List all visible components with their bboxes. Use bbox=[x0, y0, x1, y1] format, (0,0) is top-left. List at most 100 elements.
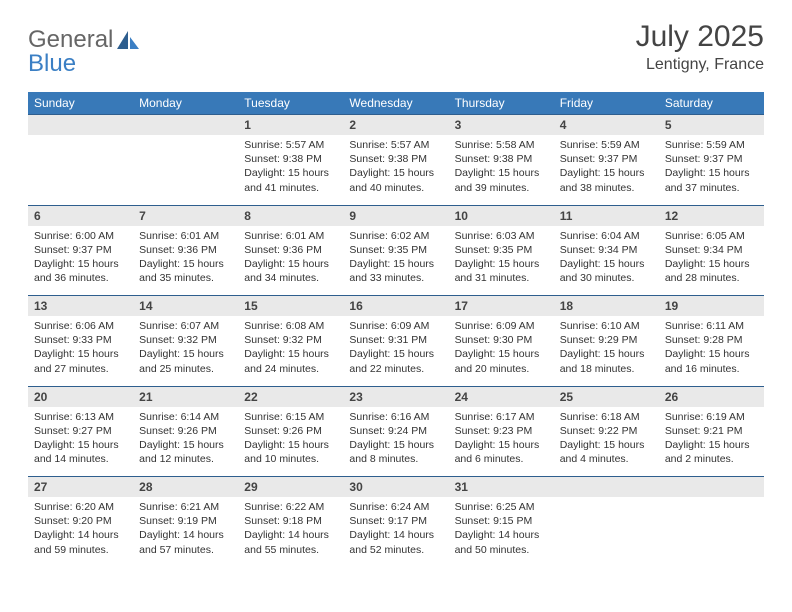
calendar-daynum-cell bbox=[554, 477, 659, 498]
day-number: 16 bbox=[343, 296, 448, 316]
day-number: 28 bbox=[133, 477, 238, 497]
calendar-daynum-cell: 6 bbox=[28, 205, 133, 226]
sunrise-text: Sunrise: 6:03 AM bbox=[455, 229, 548, 243]
calendar-week-body: Sunrise: 6:13 AMSunset: 9:27 PMDaylight:… bbox=[28, 407, 764, 477]
daylight-text: Daylight: 14 hours and 55 minutes. bbox=[244, 528, 337, 556]
day-body bbox=[133, 135, 238, 144]
day-body: Sunrise: 6:06 AMSunset: 9:33 PMDaylight:… bbox=[28, 316, 133, 382]
calendar-header-saturday: Saturday bbox=[659, 92, 764, 115]
day-body: Sunrise: 6:01 AMSunset: 9:36 PMDaylight:… bbox=[133, 226, 238, 292]
day-number bbox=[133, 115, 238, 135]
sunrise-text: Sunrise: 6:13 AM bbox=[34, 410, 127, 424]
sunrise-text: Sunrise: 6:09 AM bbox=[349, 319, 442, 333]
calendar-daynum-cell: 9 bbox=[343, 205, 448, 226]
sunset-text: Sunset: 9:29 PM bbox=[560, 333, 653, 347]
day-number: 12 bbox=[659, 206, 764, 226]
sunrise-text: Sunrise: 5:57 AM bbox=[349, 138, 442, 152]
calendar-day-cell: Sunrise: 6:01 AMSunset: 9:36 PMDaylight:… bbox=[238, 226, 343, 296]
calendar-week-body: Sunrise: 6:00 AMSunset: 9:37 PMDaylight:… bbox=[28, 226, 764, 296]
sunset-text: Sunset: 9:26 PM bbox=[244, 424, 337, 438]
calendar-daynum-cell: 26 bbox=[659, 386, 764, 407]
day-body: Sunrise: 5:57 AMSunset: 9:38 PMDaylight:… bbox=[238, 135, 343, 201]
calendar-day-cell: Sunrise: 6:17 AMSunset: 9:23 PMDaylight:… bbox=[449, 407, 554, 477]
day-body: Sunrise: 6:09 AMSunset: 9:31 PMDaylight:… bbox=[343, 316, 448, 382]
calendar-day-cell: Sunrise: 6:15 AMSunset: 9:26 PMDaylight:… bbox=[238, 407, 343, 477]
day-body: Sunrise: 6:25 AMSunset: 9:15 PMDaylight:… bbox=[449, 497, 554, 563]
sunrise-text: Sunrise: 6:05 AM bbox=[665, 229, 758, 243]
day-body bbox=[659, 497, 764, 506]
sunrise-text: Sunrise: 5:59 AM bbox=[665, 138, 758, 152]
month-title: July 2025 bbox=[636, 20, 764, 54]
calendar-week-body: Sunrise: 6:06 AMSunset: 9:33 PMDaylight:… bbox=[28, 316, 764, 386]
calendar-daynum-cell: 22 bbox=[238, 386, 343, 407]
sunset-text: Sunset: 9:18 PM bbox=[244, 514, 337, 528]
daylight-text: Daylight: 15 hours and 30 minutes. bbox=[560, 257, 653, 285]
day-body: Sunrise: 6:03 AMSunset: 9:35 PMDaylight:… bbox=[449, 226, 554, 292]
sunset-text: Sunset: 9:37 PM bbox=[34, 243, 127, 257]
calendar-day-cell: Sunrise: 6:25 AMSunset: 9:15 PMDaylight:… bbox=[449, 497, 554, 567]
sunrise-text: Sunrise: 6:17 AM bbox=[455, 410, 548, 424]
daylight-text: Daylight: 14 hours and 57 minutes. bbox=[139, 528, 232, 556]
calendar-header-wednesday: Wednesday bbox=[343, 92, 448, 115]
calendar-day-cell bbox=[659, 497, 764, 567]
sunset-text: Sunset: 9:15 PM bbox=[455, 514, 548, 528]
daylight-text: Daylight: 14 hours and 50 minutes. bbox=[455, 528, 548, 556]
sunrise-text: Sunrise: 6:19 AM bbox=[665, 410, 758, 424]
day-number: 10 bbox=[449, 206, 554, 226]
calendar-day-cell: Sunrise: 6:03 AMSunset: 9:35 PMDaylight:… bbox=[449, 226, 554, 296]
day-number: 26 bbox=[659, 387, 764, 407]
day-number: 19 bbox=[659, 296, 764, 316]
calendar-day-cell: Sunrise: 6:04 AMSunset: 9:34 PMDaylight:… bbox=[554, 226, 659, 296]
calendar-header-sunday: Sunday bbox=[28, 92, 133, 115]
daylight-text: Daylight: 15 hours and 36 minutes. bbox=[34, 257, 127, 285]
calendar-daynum-cell: 28 bbox=[133, 477, 238, 498]
calendar-week-numbers: 20212223242526 bbox=[28, 386, 764, 407]
sunrise-text: Sunrise: 6:24 AM bbox=[349, 500, 442, 514]
sunrise-text: Sunrise: 6:25 AM bbox=[455, 500, 548, 514]
calendar-day-cell: Sunrise: 5:59 AMSunset: 9:37 PMDaylight:… bbox=[659, 135, 764, 205]
calendar-daynum-cell: 25 bbox=[554, 386, 659, 407]
calendar-header-monday: Monday bbox=[133, 92, 238, 115]
calendar-day-cell: Sunrise: 5:59 AMSunset: 9:37 PMDaylight:… bbox=[554, 135, 659, 205]
calendar-daynum-cell: 30 bbox=[343, 477, 448, 498]
sunset-text: Sunset: 9:38 PM bbox=[244, 152, 337, 166]
sunrise-text: Sunrise: 6:04 AM bbox=[560, 229, 653, 243]
sunset-text: Sunset: 9:35 PM bbox=[455, 243, 548, 257]
calendar-header-tuesday: Tuesday bbox=[238, 92, 343, 115]
day-number: 7 bbox=[133, 206, 238, 226]
calendar-daynum-cell bbox=[133, 115, 238, 136]
sunset-text: Sunset: 9:33 PM bbox=[34, 333, 127, 347]
day-body: Sunrise: 5:57 AMSunset: 9:38 PMDaylight:… bbox=[343, 135, 448, 201]
calendar-daynum-cell: 29 bbox=[238, 477, 343, 498]
day-number: 30 bbox=[343, 477, 448, 497]
calendar-daynum-cell: 19 bbox=[659, 296, 764, 317]
calendar-week-numbers: 6789101112 bbox=[28, 205, 764, 226]
daylight-text: Daylight: 15 hours and 33 minutes. bbox=[349, 257, 442, 285]
calendar-daynum-cell: 31 bbox=[449, 477, 554, 498]
daylight-text: Daylight: 15 hours and 25 minutes. bbox=[139, 347, 232, 375]
calendar-day-cell: Sunrise: 6:14 AMSunset: 9:26 PMDaylight:… bbox=[133, 407, 238, 477]
daylight-text: Daylight: 15 hours and 4 minutes. bbox=[560, 438, 653, 466]
sunset-text: Sunset: 9:31 PM bbox=[349, 333, 442, 347]
daylight-text: Daylight: 15 hours and 39 minutes. bbox=[455, 166, 548, 194]
sunrise-text: Sunrise: 6:20 AM bbox=[34, 500, 127, 514]
daylight-text: Daylight: 15 hours and 28 minutes. bbox=[665, 257, 758, 285]
day-number: 27 bbox=[28, 477, 133, 497]
daylight-text: Daylight: 15 hours and 6 minutes. bbox=[455, 438, 548, 466]
daylight-text: Daylight: 15 hours and 41 minutes. bbox=[244, 166, 337, 194]
calendar-day-cell bbox=[28, 135, 133, 205]
day-number: 6 bbox=[28, 206, 133, 226]
day-number bbox=[554, 477, 659, 497]
daylight-text: Daylight: 15 hours and 10 minutes. bbox=[244, 438, 337, 466]
daylight-text: Daylight: 15 hours and 22 minutes. bbox=[349, 347, 442, 375]
calendar-daynum-cell: 7 bbox=[133, 205, 238, 226]
calendar-day-cell: Sunrise: 6:20 AMSunset: 9:20 PMDaylight:… bbox=[28, 497, 133, 567]
calendar-day-cell: Sunrise: 6:18 AMSunset: 9:22 PMDaylight:… bbox=[554, 407, 659, 477]
calendar-table: SundayMondayTuesdayWednesdayThursdayFrid… bbox=[28, 92, 764, 567]
calendar-day-cell: Sunrise: 6:09 AMSunset: 9:30 PMDaylight:… bbox=[449, 316, 554, 386]
day-body: Sunrise: 6:10 AMSunset: 9:29 PMDaylight:… bbox=[554, 316, 659, 382]
sunrise-text: Sunrise: 6:14 AM bbox=[139, 410, 232, 424]
sunset-text: Sunset: 9:35 PM bbox=[349, 243, 442, 257]
calendar-day-cell: Sunrise: 6:22 AMSunset: 9:18 PMDaylight:… bbox=[238, 497, 343, 567]
sunset-text: Sunset: 9:36 PM bbox=[139, 243, 232, 257]
